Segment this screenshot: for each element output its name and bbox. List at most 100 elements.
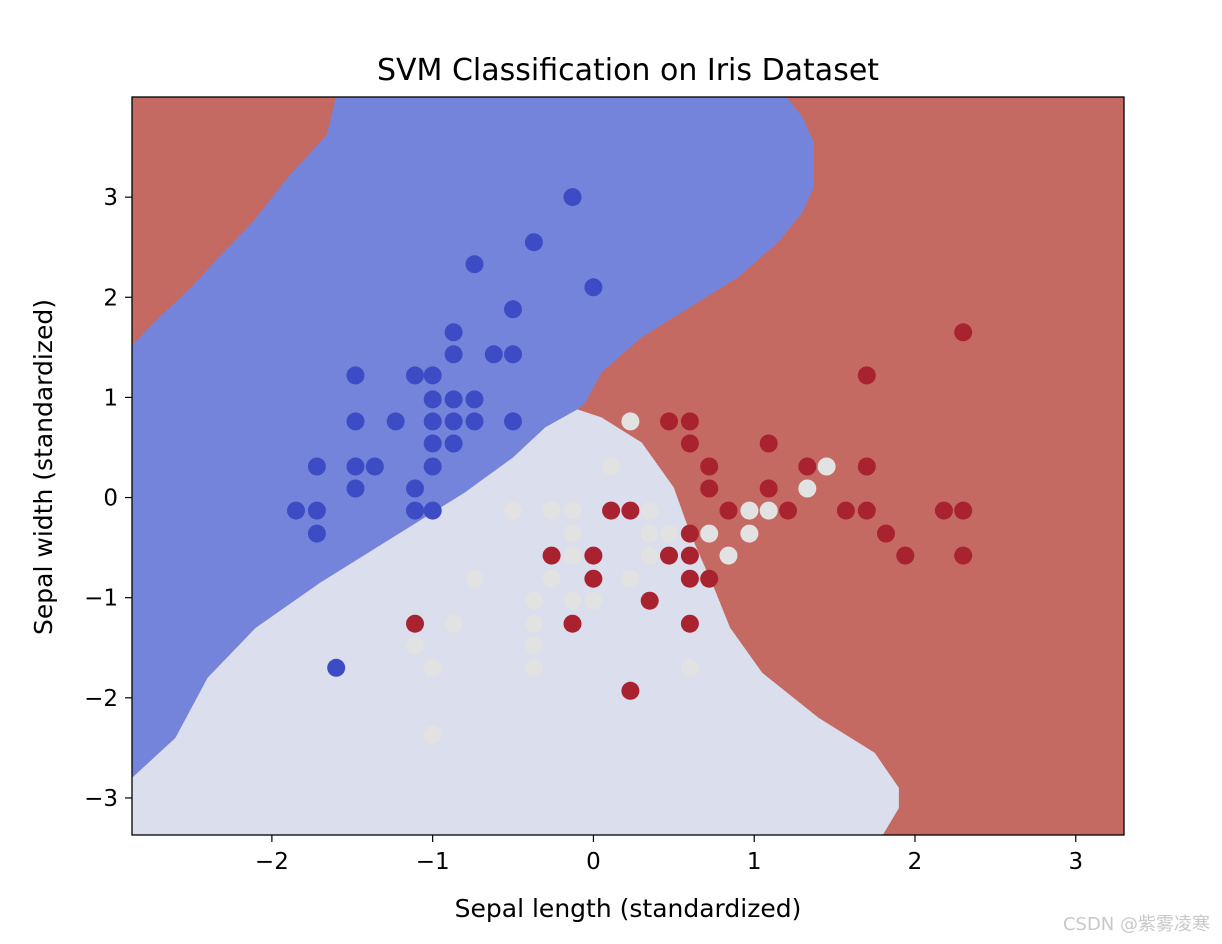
data-point-class-1 xyxy=(465,569,484,588)
data-point-class-2 xyxy=(759,479,778,498)
data-point-class-1 xyxy=(524,591,543,610)
data-point-class-1 xyxy=(406,636,424,655)
data-point-class-1 xyxy=(798,479,817,498)
data-point-class-1 xyxy=(444,614,463,633)
data-point-class-0 xyxy=(484,345,503,364)
data-point-class-2 xyxy=(798,457,817,476)
data-point-class-0 xyxy=(346,412,365,431)
data-point-class-1 xyxy=(423,725,442,744)
y-tick-label: −2 xyxy=(84,686,118,712)
data-point-class-0 xyxy=(423,390,442,409)
chart-title: SVM Classification on Iris Dataset xyxy=(377,53,879,88)
data-point-class-0 xyxy=(444,390,463,409)
data-point-class-0 xyxy=(423,501,442,520)
x-tick-label: −1 xyxy=(416,849,450,875)
data-point-class-1 xyxy=(563,501,582,520)
data-point-class-0 xyxy=(444,345,463,364)
decision-regions xyxy=(132,97,899,835)
data-point-class-2 xyxy=(954,546,973,565)
data-point-class-2 xyxy=(700,569,719,588)
data-point-class-1 xyxy=(719,546,738,565)
data-point-class-1 xyxy=(640,546,659,565)
data-point-class-1 xyxy=(563,546,582,565)
data-point-class-0 xyxy=(406,366,424,385)
data-point-class-0 xyxy=(327,658,346,677)
data-point-class-2 xyxy=(700,479,719,498)
data-point-class-2 xyxy=(542,546,561,565)
data-point-class-0 xyxy=(465,390,484,409)
x-axis-label: Sepal length (standardized) xyxy=(455,894,802,923)
data-point-class-0 xyxy=(287,501,305,520)
x-tick-label: 0 xyxy=(586,849,601,875)
data-point-class-2 xyxy=(584,569,603,588)
data-point-class-2 xyxy=(779,501,797,520)
data-point-class-0 xyxy=(307,457,326,476)
data-point-class-0 xyxy=(504,412,522,431)
data-points xyxy=(287,188,973,744)
data-point-class-0 xyxy=(524,233,543,252)
plot-frame xyxy=(131,96,1125,836)
data-point-class-1 xyxy=(660,524,678,543)
data-point-class-1 xyxy=(640,524,659,543)
data-point-class-0 xyxy=(346,479,365,498)
data-point-class-2 xyxy=(680,546,699,565)
data-point-class-2 xyxy=(680,434,699,453)
data-point-class-0 xyxy=(423,366,442,385)
data-point-class-1 xyxy=(640,501,659,520)
data-point-class-0 xyxy=(307,524,326,543)
data-point-class-2 xyxy=(857,457,876,476)
watermark: CSDN @紫雾凌寒 xyxy=(1062,914,1210,935)
y-tick-label: −3 xyxy=(84,786,118,812)
data-point-class-2 xyxy=(857,501,876,520)
data-point-class-0 xyxy=(346,366,365,385)
data-point-class-2 xyxy=(563,614,582,633)
data-point-class-1 xyxy=(563,524,582,543)
y-tick-label: 0 xyxy=(103,486,118,512)
x-axis-ticks: −2 −1 0 1 2 3 xyxy=(255,835,1083,875)
data-point-class-2 xyxy=(584,546,603,565)
data-point-class-1 xyxy=(740,524,759,543)
data-point-class-0 xyxy=(465,255,484,274)
decision-region-class-0 xyxy=(132,97,814,778)
data-point-class-2 xyxy=(640,591,659,610)
data-point-class-1 xyxy=(584,591,603,610)
data-point-class-2 xyxy=(954,501,973,520)
data-point-class-1 xyxy=(524,658,543,677)
y-tick-label: 1 xyxy=(103,385,118,411)
data-point-class-1 xyxy=(542,501,561,520)
data-point-class-0 xyxy=(563,188,582,207)
data-point-class-2 xyxy=(602,501,621,520)
data-point-class-0 xyxy=(406,479,424,498)
data-point-class-1 xyxy=(621,412,640,431)
y-axis-label: Sepal width (standardized) xyxy=(29,299,58,635)
x-tick-label: −2 xyxy=(255,849,289,875)
data-point-class-0 xyxy=(386,412,405,431)
data-point-class-0 xyxy=(444,323,463,342)
data-point-class-1 xyxy=(817,457,836,476)
data-point-class-0 xyxy=(504,300,522,319)
data-point-class-0 xyxy=(406,501,424,520)
data-point-class-1 xyxy=(680,658,699,677)
data-point-class-2 xyxy=(621,681,640,700)
data-point-class-1 xyxy=(504,501,522,520)
x-tick-label: 3 xyxy=(1068,849,1083,875)
data-point-class-2 xyxy=(680,569,699,588)
data-point-class-1 xyxy=(740,501,759,520)
data-point-class-2 xyxy=(660,412,678,431)
data-point-class-0 xyxy=(423,434,442,453)
data-point-class-2 xyxy=(877,524,895,543)
data-point-class-2 xyxy=(954,323,973,342)
x-tick-label: 1 xyxy=(747,849,762,875)
data-point-class-2 xyxy=(700,457,719,476)
data-point-class-2 xyxy=(719,501,738,520)
data-point-class-1 xyxy=(700,524,719,543)
data-point-class-2 xyxy=(406,614,424,633)
data-point-class-0 xyxy=(307,501,326,520)
data-point-class-1 xyxy=(423,658,442,677)
data-point-class-1 xyxy=(563,591,582,610)
data-point-class-2 xyxy=(836,501,855,520)
x-tick-label: 2 xyxy=(908,849,923,875)
data-point-class-1 xyxy=(524,636,543,655)
data-point-class-0 xyxy=(346,457,365,476)
